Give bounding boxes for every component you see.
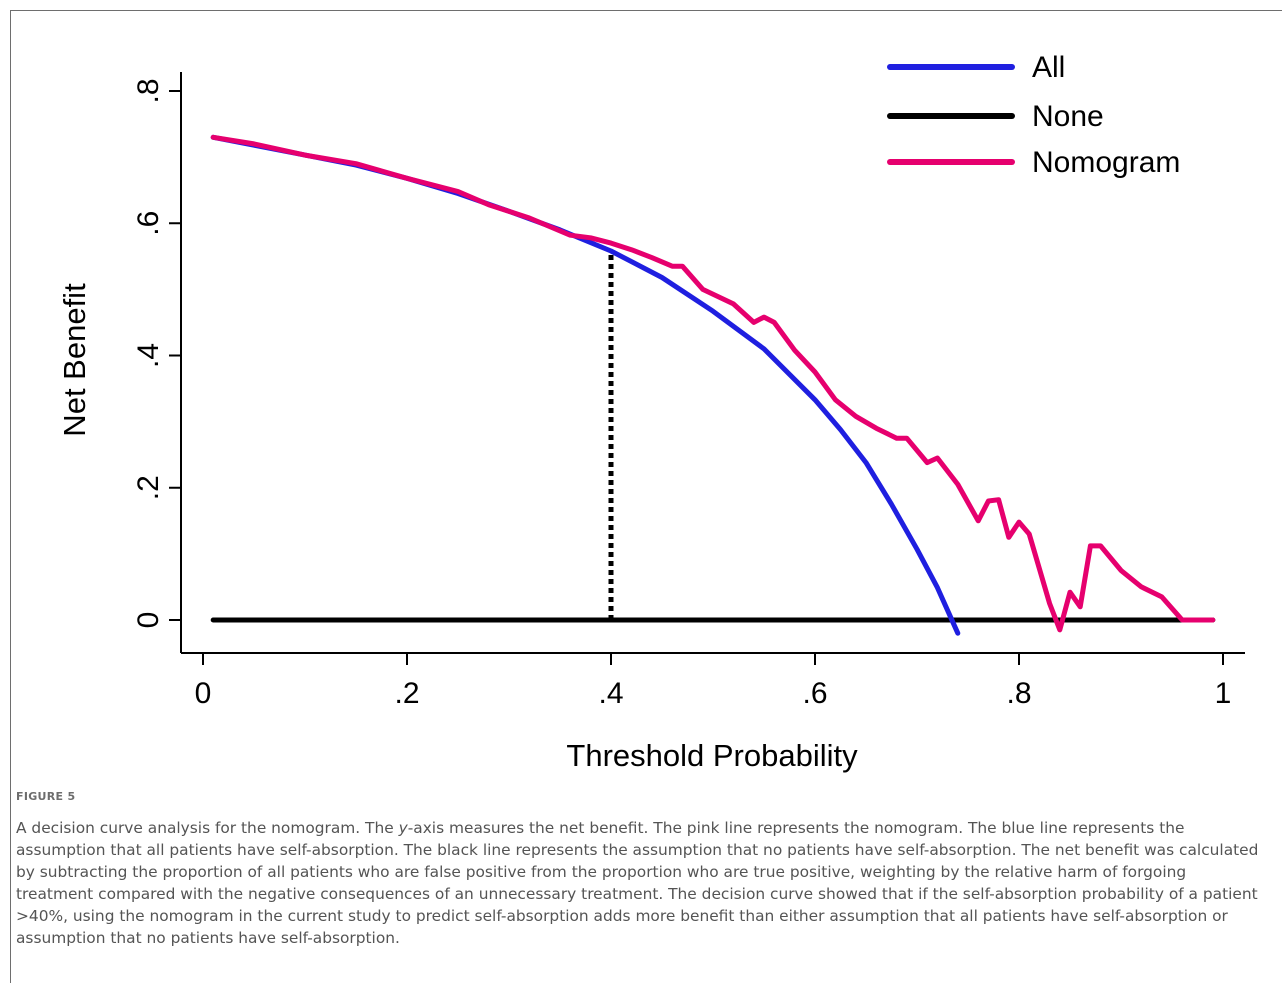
y-tick-label: .4 bbox=[132, 343, 165, 368]
y-axis-label: Net Benefit bbox=[57, 283, 92, 437]
y-tick-label: 0 bbox=[132, 612, 165, 629]
series-line-all bbox=[210, 134, 961, 636]
figure-label: FIGURE 5 bbox=[16, 790, 76, 803]
decision-curve-chart: 0 .2 .4 .6 .8 0 .2 .4 .6 .8 1 All None Nomogram Thre… bbox=[57, 51, 1245, 773]
series-line-nomogram bbox=[210, 134, 1216, 633]
figure-frame bbox=[10, 10, 1282, 983]
x-tick-label: 0 bbox=[195, 677, 212, 710]
x-tick-label: .8 bbox=[1006, 677, 1031, 710]
y-tick-label: .2 bbox=[132, 475, 165, 500]
legend-label-all: All bbox=[1032, 51, 1065, 84]
legend-label-none: None bbox=[1032, 100, 1104, 133]
x-tick-label: .6 bbox=[802, 677, 827, 710]
caption-part-1: A decision curve analysis for the nomogr… bbox=[16, 819, 399, 837]
y-tick-label: .6 bbox=[132, 211, 165, 236]
caption-y-italic: y bbox=[398, 819, 408, 837]
x-tick-label: 1 bbox=[1215, 677, 1232, 710]
axes: 0 .2 .4 .6 .8 0 .2 .4 .6 .8 1 bbox=[132, 72, 1245, 710]
x-tick-label: .2 bbox=[394, 677, 419, 710]
caption-part-2: -axis measures the net benefit. The pink… bbox=[16, 819, 1259, 947]
figure-caption: A decision curve analysis for the nomogr… bbox=[16, 817, 1266, 949]
chart-marks bbox=[210, 134, 1216, 636]
y-tick-label: .8 bbox=[132, 78, 165, 103]
legend: All None Nomogram bbox=[887, 51, 1180, 179]
x-axis-label: Threshold Probability bbox=[566, 738, 858, 773]
x-tick-label: .4 bbox=[598, 677, 623, 710]
legend-label-nomogram: Nomogram bbox=[1032, 146, 1180, 179]
